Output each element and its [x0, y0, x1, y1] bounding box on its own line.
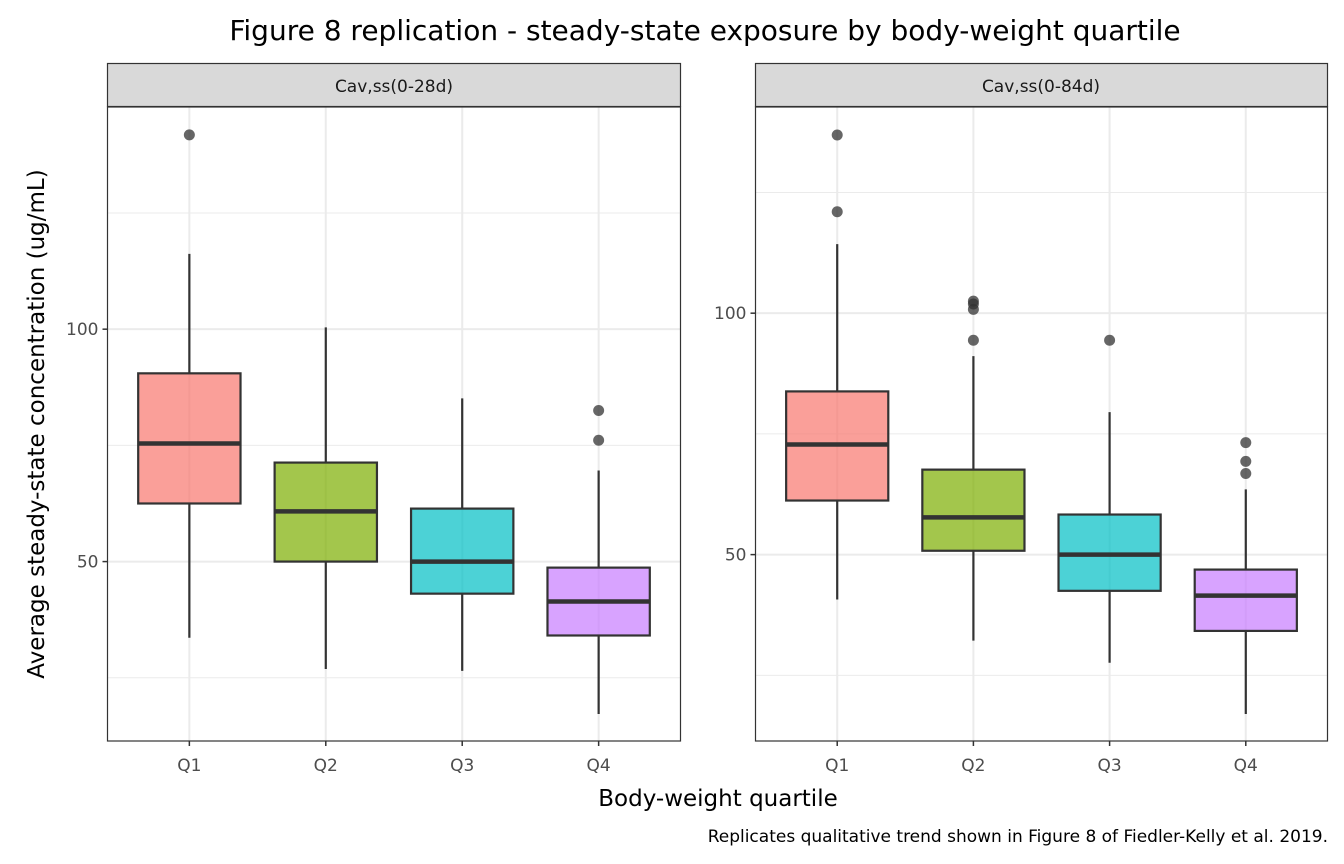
box-q2: [921, 295, 1026, 641]
outlier-point: [593, 434, 605, 446]
x-tick-label: Q4: [587, 756, 611, 776]
x-tick-label: Q2: [314, 756, 338, 776]
box-q4: [546, 405, 651, 715]
outlier-point: [593, 405, 605, 417]
strip-label: Cav,ss(0-84d): [982, 77, 1100, 97]
x-axis-title: Body-weight quartile: [598, 786, 838, 812]
x-tick-label: Q1: [825, 756, 849, 776]
x-tick-label: Q1: [177, 756, 201, 776]
box-iqr: [409, 507, 515, 595]
facet-panel-28d: Cav,ss(0-28d) 50 100 Q1 Q2 Q3 Q4: [66, 62, 682, 776]
box-q3: [409, 398, 515, 671]
panel-border: [106, 106, 682, 742]
y-tick-label: 100: [66, 320, 98, 340]
box-q2: [273, 327, 379, 669]
chart-caption: Replicates qualitative trend shown in Fi…: [708, 827, 1328, 847]
box-q1: [785, 129, 890, 600]
strip-background: [106, 62, 682, 108]
box-q1: [137, 129, 242, 638]
outlier-point: [1240, 437, 1252, 449]
box-q3: [1057, 334, 1162, 663]
box-q4: [1193, 437, 1298, 714]
facet-panel-84d: Cav,ss(0-84d) 50 100 Q1 Q2 Q3 Q4: [714, 62, 1329, 776]
y-tick-label: 50: [77, 553, 99, 573]
strip-background: [754, 62, 1329, 108]
outlier-point: [1240, 467, 1252, 479]
outlier-point: [1240, 455, 1252, 467]
panel-border: [754, 106, 1329, 742]
outlier-point: [967, 295, 979, 307]
y-tick-label: 50: [725, 546, 747, 566]
outlier-point: [967, 334, 979, 346]
y-axis-title: Average steady-state concentration (ug/m…: [24, 169, 50, 678]
strip-label: Cav,ss(0-28d): [335, 77, 453, 97]
chart-title: Figure 8 replication - steady-state expo…: [229, 14, 1180, 47]
box-iqr: [1193, 568, 1298, 633]
outlier-point: [831, 129, 843, 141]
y-tick-label: 100: [714, 304, 746, 324]
box-iqr: [921, 468, 1026, 552]
outlier-point: [831, 206, 843, 218]
x-tick-label: Q3: [450, 756, 474, 776]
x-tick-label: Q3: [1097, 756, 1121, 776]
outlier-point: [183, 129, 195, 141]
x-tick-label: Q4: [1234, 756, 1258, 776]
box-iqr: [137, 372, 242, 505]
outlier-point: [1104, 334, 1116, 346]
x-tick-label: Q2: [961, 756, 985, 776]
